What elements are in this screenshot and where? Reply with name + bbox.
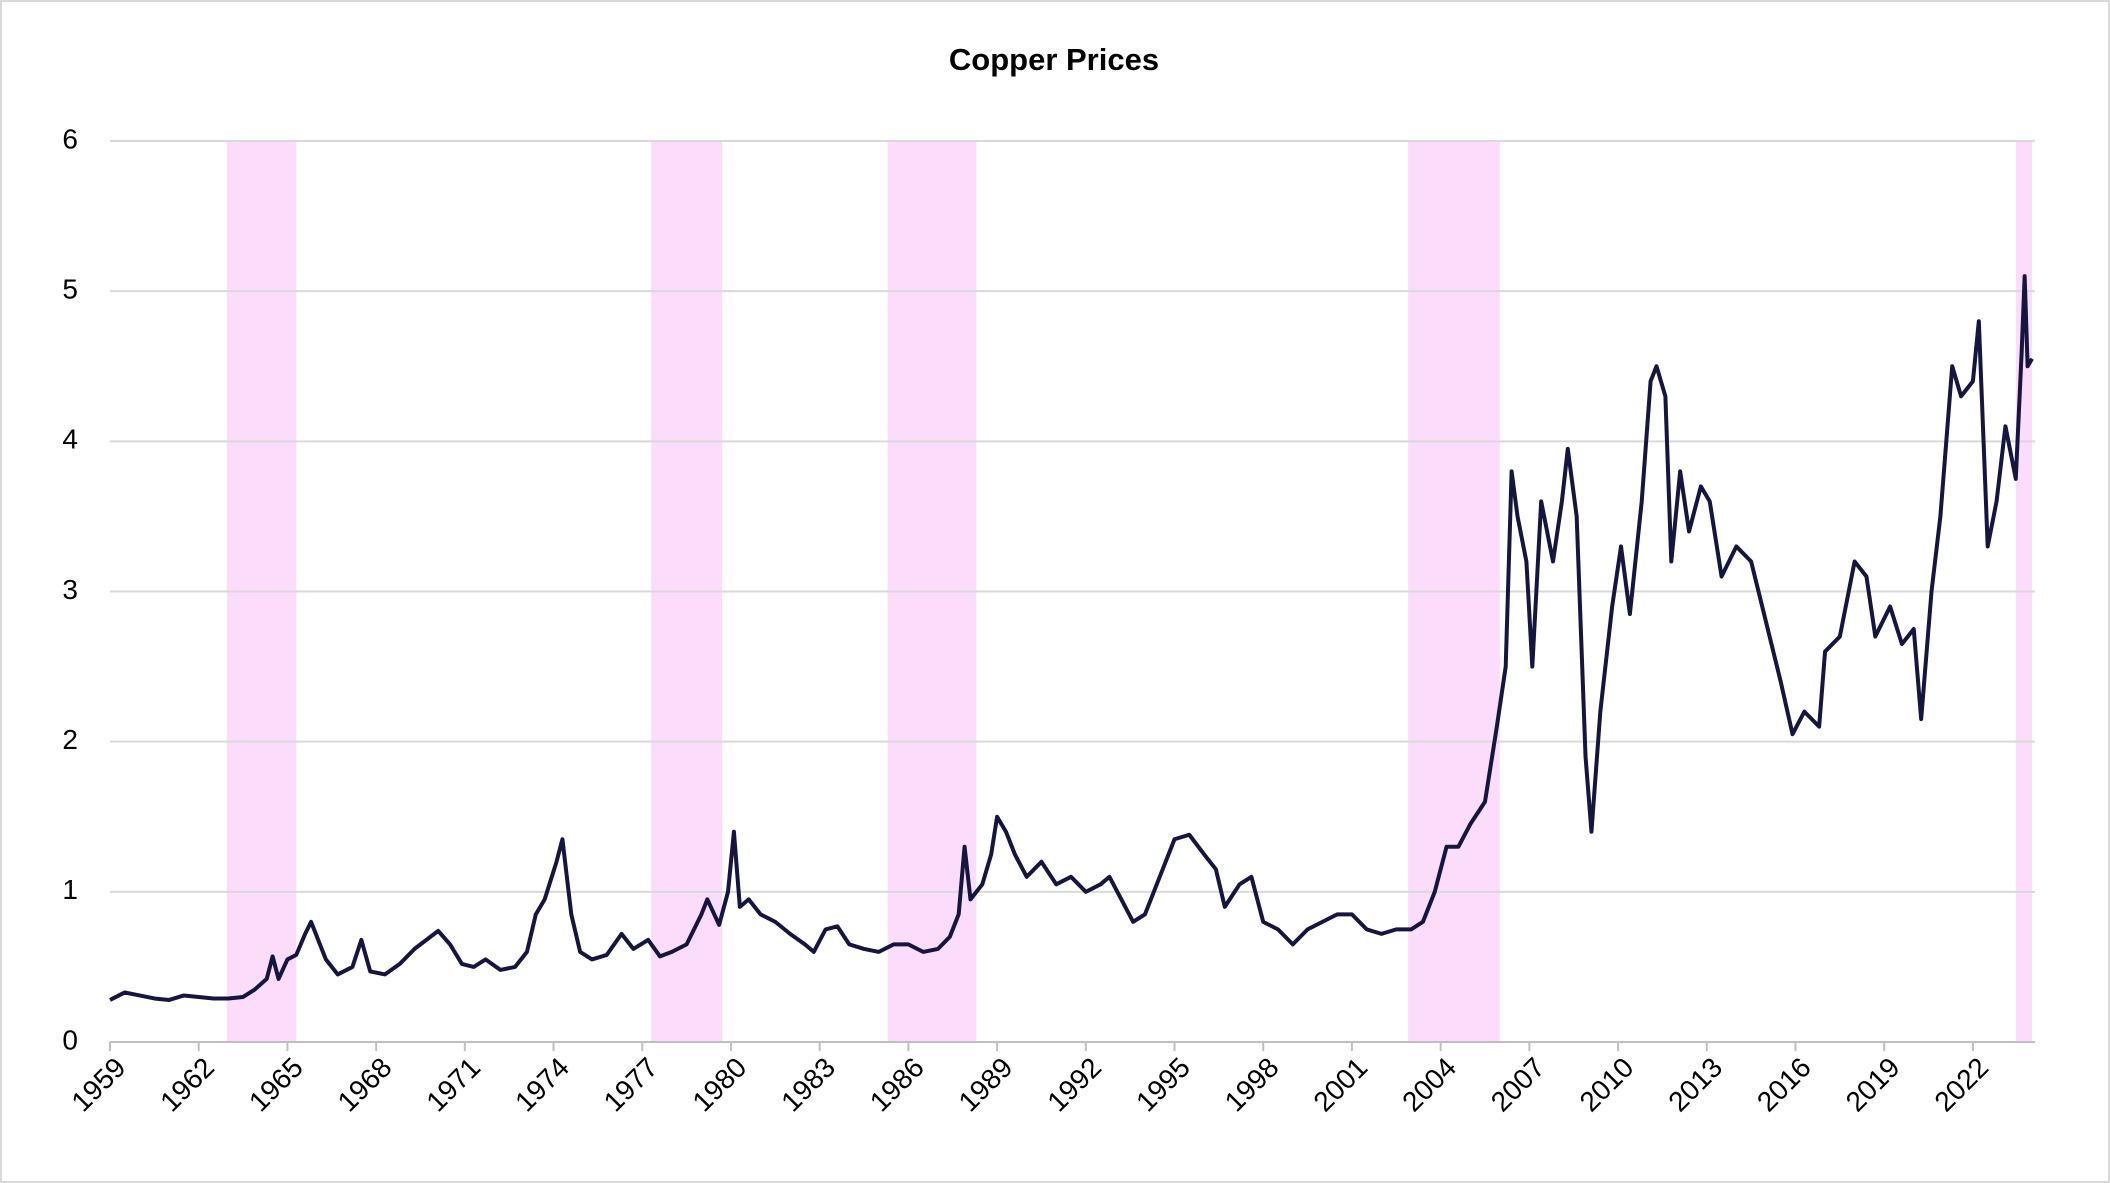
y-tick-label: 5	[62, 274, 78, 305]
y-tick-label: 2	[62, 724, 78, 755]
price-line	[109, 274, 2034, 1002]
y-tick-label: 1	[62, 874, 78, 905]
y-tick-label: 6	[62, 123, 78, 154]
y-tick-label: 0	[62, 1024, 78, 1055]
chart-title: Copper Prices	[949, 42, 1159, 77]
y-tick-label: 3	[62, 574, 78, 605]
y-tick-label: 4	[62, 424, 78, 455]
